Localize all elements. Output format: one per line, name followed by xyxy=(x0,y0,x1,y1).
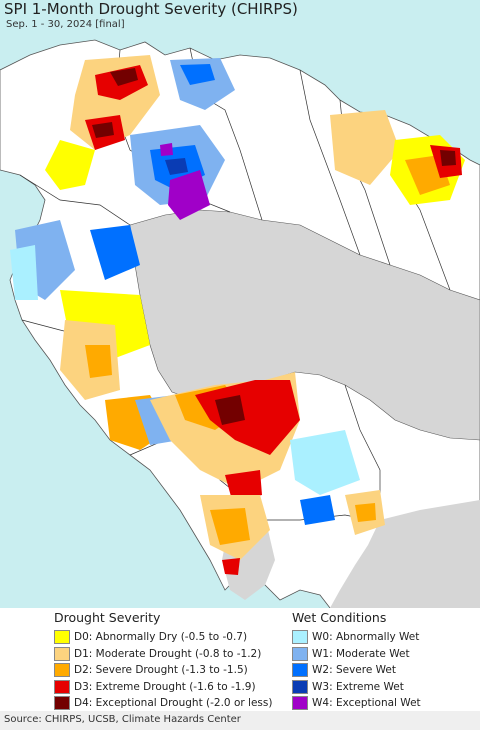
patch-d4-guiana xyxy=(440,150,456,166)
legend-label-w0: W0: Abnormally Wet xyxy=(312,631,420,644)
swatch-w3 xyxy=(292,679,308,694)
legend-item-d4: D4: Exceptional Drought (-2.0 or less) xyxy=(54,695,272,712)
legend-label-d1: D1: Moderate Drought (-0.8 to -1.2) xyxy=(74,647,262,660)
legend-item-d1: D1: Moderate Drought (-0.8 to -1.2) xyxy=(54,646,272,663)
patch-w2-venezuela xyxy=(180,64,215,85)
legend-label-w1: W1: Moderate Wet xyxy=(312,647,410,660)
patch-d2-east xyxy=(355,503,376,522)
legend-label-w4: W4: Exceptional Wet xyxy=(312,697,421,710)
swatch-d0 xyxy=(54,630,70,645)
patch-d1-guiana xyxy=(330,110,400,185)
map-title: SPI 1-Month Drought Severity (CHIRPS) xyxy=(4,0,298,18)
legend-label-d3: D3: Extreme Drought (-1.6 to -1.9) xyxy=(74,680,256,693)
legend-label-d2: D2: Severe Drought (-1.3 to -1.5) xyxy=(74,664,248,677)
swatch-d3 xyxy=(54,679,70,694)
swatch-d2 xyxy=(54,663,70,678)
drought-legend: Drought Severity D0: Abnormally Dry (-0.… xyxy=(54,608,272,712)
patch-w0-west xyxy=(10,245,38,300)
legend-item-d0: D0: Abnormally Dry (-0.5 to -0.7) xyxy=(54,629,272,646)
patch-d2-bolivia-south xyxy=(210,508,250,545)
patch-d0-colombia xyxy=(45,140,95,190)
patch-w4-central xyxy=(168,170,210,220)
swatch-w1 xyxy=(292,646,308,661)
legend: Drought Severity D0: Abnormally Dry (-0.… xyxy=(0,608,480,712)
legend-item-w4: W4: Exceptional Wet xyxy=(292,695,421,712)
patch-d2-peru xyxy=(85,345,112,378)
legend-label-w3: W3: Extreme Wet xyxy=(312,680,404,693)
map-subtitle: Sep. 1 - 30, 2024 [final] xyxy=(6,19,125,30)
patch-d3-bolivia2 xyxy=(225,470,262,500)
patch-d3-south xyxy=(222,558,240,575)
anomaly-patches xyxy=(10,55,465,575)
swatch-w0 xyxy=(292,630,308,645)
source-credit: Source: CHIRPS, UCSB, Climate Hazards Ce… xyxy=(4,714,241,725)
patch-w0-bolivia xyxy=(290,430,360,495)
legend-item-w1: W1: Moderate Wet xyxy=(292,646,421,663)
legend-label-d0: D0: Abnormally Dry (-0.5 to -0.7) xyxy=(74,631,248,644)
patch-d4-colombia xyxy=(110,68,138,86)
legend-item-w2: W2: Severe Wet xyxy=(292,662,421,679)
legend-item-d2: D2: Severe Drought (-1.3 to -1.5) xyxy=(54,662,272,679)
patch-d4-colombia2 xyxy=(92,122,114,138)
drought-map xyxy=(0,0,480,608)
source-bar: Source: CHIRPS, UCSB, Climate Hazards Ce… xyxy=(0,711,480,730)
patch-w4-north xyxy=(160,143,173,156)
swatch-w4 xyxy=(292,696,308,711)
wet-legend-heading: Wet Conditions xyxy=(292,610,387,625)
legend-item-d3: D3: Extreme Drought (-1.6 to -1.9) xyxy=(54,679,272,696)
patch-w2-ecuador xyxy=(90,225,140,280)
swatch-w2 xyxy=(292,663,308,678)
swatch-d1 xyxy=(54,646,70,661)
outside-domain-amazon xyxy=(129,209,480,441)
patch-w2-bolivia xyxy=(300,495,335,525)
patch-w3-central xyxy=(165,158,188,175)
wet-legend: Wet Conditions W0: Abnormally Wet W1: Mo… xyxy=(292,608,421,712)
swatch-d4 xyxy=(54,696,70,711)
outside-domain-south xyxy=(330,500,480,608)
legend-label-w2: W2: Severe Wet xyxy=(312,664,396,677)
legend-item-w0: W0: Abnormally Wet xyxy=(292,629,421,646)
drought-legend-heading: Drought Severity xyxy=(54,610,161,625)
legend-label-d4: D4: Exceptional Drought (-2.0 or less) xyxy=(74,697,273,710)
patch-d4-bolivia xyxy=(215,395,245,425)
legend-item-w3: W3: Extreme Wet xyxy=(292,679,421,696)
